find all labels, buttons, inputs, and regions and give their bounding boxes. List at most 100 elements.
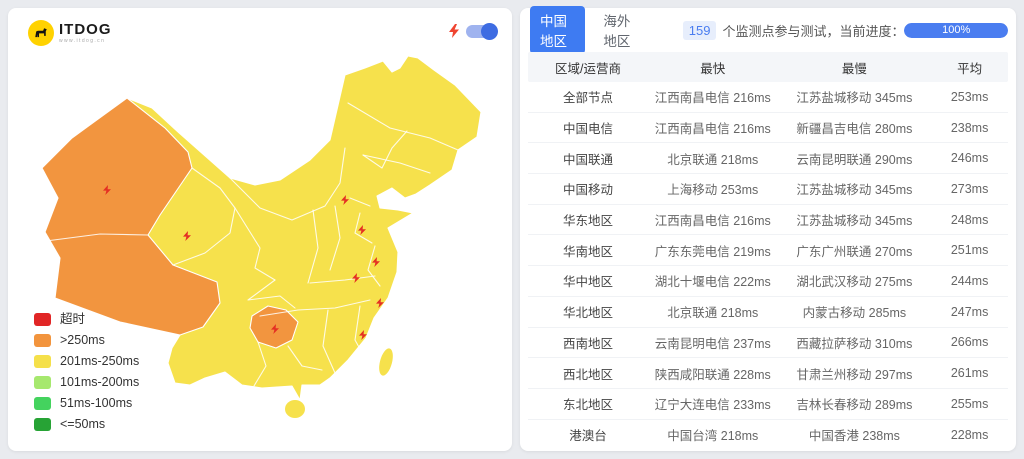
brand-domain: www.itdog.cn <box>59 38 106 44</box>
brand-logo[interactable]: ITDOG www.itdog.cn <box>28 20 112 46</box>
legend-label: 101ms-200ms <box>60 375 140 390</box>
monitor-point-marker[interactable] <box>376 298 384 308</box>
progress-label: 100% <box>942 23 971 36</box>
legend-color-swatch <box>34 376 51 389</box>
legend-item: 101ms-200ms <box>34 376 139 389</box>
column-header: 区域/运营商 <box>555 61 621 76</box>
table-cell: 255ms <box>950 396 989 411</box>
table-row[interactable]: 东北地区 辽宁大连电信 233ms 吉林长春移动 289ms 255ms <box>528 389 1008 420</box>
monitor-point-marker[interactable] <box>372 257 380 267</box>
progress-bar: 100% <box>904 22 1008 38</box>
legend-item: 201ms-250ms <box>34 355 139 368</box>
table-cell: 江西南昌电信 216ms <box>654 214 771 229</box>
province-borders <box>172 102 459 387</box>
table-cell: 273ms <box>950 181 989 196</box>
table-header-row: 区域/运营商 最快 最慢 平均 <box>528 52 1008 82</box>
table-cell: 西藏拉萨移动 310ms <box>796 336 913 351</box>
monitor-point-marker[interactable] <box>271 324 279 334</box>
table-cell: 新疆昌吉电信 280ms <box>796 122 913 137</box>
table-cell: 湖北十堰电信 222ms <box>654 275 771 290</box>
tab-china-region[interactable]: 中国地区 <box>530 6 586 54</box>
legend-label: 201ms-250ms <box>60 354 140 369</box>
table-cell: 江西南昌电信 216ms <box>654 91 771 106</box>
table-cell: 中国香港 238ms <box>808 429 900 444</box>
table-cell: 244ms <box>950 273 989 288</box>
brand-name: ITDOG <box>59 21 112 38</box>
table-row[interactable]: 港澳台 中国台湾 218ms 中国香港 238ms 228ms <box>528 420 1008 451</box>
lightning-icon <box>449 24 459 38</box>
legend-item: 超时 <box>34 313 139 326</box>
monitor-point-marker[interactable] <box>358 225 366 235</box>
column-header: 最快 <box>700 61 726 76</box>
tab-overseas-region[interactable]: 海外地区 <box>603 14 631 49</box>
legend-color-swatch <box>34 355 51 368</box>
table-cell: 辽宁大连电信 233ms <box>654 398 771 413</box>
table-cell: 江苏盐城移动 345ms <box>796 214 913 229</box>
table-cell: 北京联通 218ms <box>667 306 759 321</box>
monitor-count-badge: 159 <box>682 20 717 40</box>
monitor-point-marker[interactable] <box>183 231 191 241</box>
table-row[interactable]: 华中地区 湖北十堰电信 222ms 湖北武汉移动 275ms 244ms <box>528 266 1008 297</box>
table-cell: 广东广州联通 270ms <box>796 244 913 259</box>
table-cell: 253ms <box>950 89 989 104</box>
table-cell: 中国台湾 218ms <box>667 429 759 444</box>
table-cell: 中国电信 <box>562 122 613 137</box>
table-cell: 甘肃兰州移动 297ms <box>796 367 913 382</box>
legend-color-swatch <box>34 418 51 431</box>
table-cell: 266ms <box>950 335 989 350</box>
legend-color-swatch <box>34 397 51 410</box>
status-text: 个监测点参与测试，当前进度： <box>722 23 905 39</box>
xinjiang-tibet-border-line <box>45 233 149 242</box>
legend-label: 超时 <box>60 312 86 327</box>
legend-item: 51ms-100ms <box>34 397 139 410</box>
table-cell: 内蒙古移动 285ms <box>802 306 907 321</box>
island-hainan[interactable] <box>285 400 305 418</box>
latency-table-body: 全部节点 江西南昌电信 216ms 江苏盐城移动 345ms 253ms 中国电信 江西南… <box>528 82 1008 450</box>
table-row[interactable]: 西北地区 陕西咸阳联通 228ms 甘肃兰州移动 297ms 261ms <box>528 358 1008 389</box>
latency-legend: 超时 >250ms 201ms-250ms 101ms-200ms 51ms-100ms… <box>34 313 139 431</box>
table-cell: 西北地区 <box>562 367 613 382</box>
table-cell: 238ms <box>950 120 989 135</box>
island-taiwan[interactable] <box>377 347 396 377</box>
table-cell: 江苏盐城移动 345ms <box>796 91 913 106</box>
map-mode-toggle[interactable] <box>466 22 498 40</box>
toggle-knob <box>481 22 498 40</box>
table-cell: 陕西咸阳联通 228ms <box>654 367 771 382</box>
monitor-point-markers <box>103 185 384 340</box>
table-row[interactable]: 中国电信 江西南昌电信 216ms 新疆昌吉电信 280ms 238ms <box>528 113 1008 144</box>
table-row[interactable]: 华北地区 北京联通 218ms 内蒙古移动 285ms 247ms <box>528 297 1008 328</box>
table-row[interactable]: 中国移动 上海移动 253ms 江苏盐城移动 345ms 273ms <box>528 174 1008 205</box>
legend-label: <=50ms <box>60 417 106 432</box>
table-cell: 246ms <box>950 151 989 166</box>
table-row[interactable]: 华南地区 广东东莞电信 219ms 广东广州联通 270ms 251ms <box>528 235 1008 267</box>
china-latency-map[interactable] <box>30 48 490 448</box>
table-cell: 全部节点 <box>562 91 613 106</box>
table-cell: 上海移动 253ms <box>667 183 759 198</box>
table-row[interactable]: 西南地区 云南昆明电信 237ms 西藏拉萨移动 310ms 266ms <box>528 328 1008 359</box>
progress-fill <box>904 22 1008 38</box>
table-cell: 广东东莞电信 219ms <box>654 244 771 259</box>
table-cell: 华北地区 <box>562 306 613 321</box>
table-cell: 东北地区 <box>562 398 613 413</box>
table-cell: 西南地区 <box>562 336 613 351</box>
map-card: ITDOG www.itdog.cn <box>8 8 512 451</box>
legend-color-swatch <box>34 334 51 347</box>
monitor-point-marker[interactable] <box>341 195 349 205</box>
monitor-point-marker[interactable] <box>352 273 360 283</box>
legend-label: 51ms-100ms <box>60 396 133 411</box>
column-header: 平均 <box>957 61 983 76</box>
latency-table: 区域/运营商 最快 最慢 平均 全部节点 江西南昌电信 216ms 江苏盐城移动 345m… <box>528 52 1008 447</box>
table-row[interactable]: 全部节点 江西南昌电信 216ms 江苏盐城移动 345ms 253ms <box>528 82 1008 113</box>
monitor-point-marker[interactable] <box>359 330 367 340</box>
table-cell: 中国联通 <box>562 152 613 167</box>
table-row[interactable]: 中国联通 北京联通 218ms 云南昆明联通 290ms 246ms <box>528 143 1008 175</box>
table-row[interactable]: 华东地区 江西南昌电信 216ms 江苏盐城移动 345ms 248ms <box>528 205 1008 236</box>
table-cell: 华东地区 <box>562 214 613 229</box>
monitor-point-marker[interactable] <box>103 185 111 195</box>
panel-header: 中国地区 海外地区 159 个监测点参与测试，当前进度： 100% <box>520 6 1016 54</box>
table-cell: 华中地区 <box>562 275 613 290</box>
table-cell: 251ms <box>950 243 989 258</box>
table-cell: 248ms <box>950 212 989 227</box>
results-panel: 中国地区 海外地区 159 个监测点参与测试，当前进度： 100% 区域/运营商… <box>520 6 1016 451</box>
legend-color-swatch <box>34 313 51 326</box>
